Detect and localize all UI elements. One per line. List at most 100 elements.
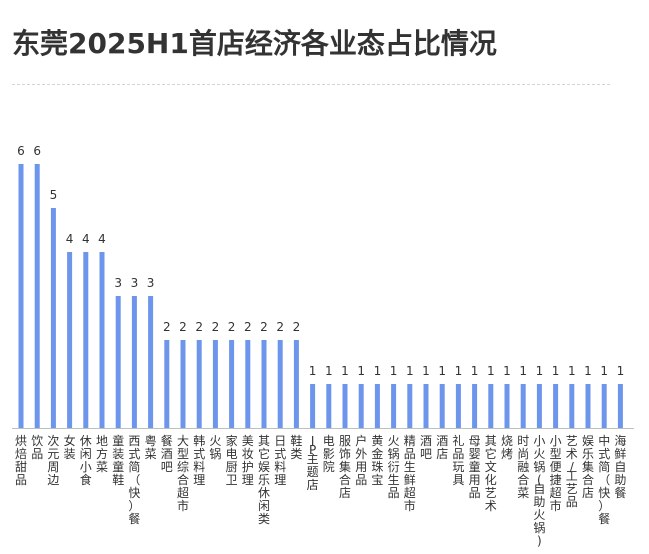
bar: [439, 384, 445, 428]
category-label: 海鲜自助餐: [614, 433, 626, 500]
category-label: 童装童鞋: [112, 433, 124, 487]
bar: [67, 252, 73, 428]
bar: [617, 384, 623, 428]
category-label: 娱乐集合店: [582, 434, 594, 500]
data-label: 2: [293, 320, 301, 334]
data-label: 4: [98, 232, 106, 246]
bar: [277, 340, 283, 428]
data-label: 4: [82, 232, 90, 246]
bar: [520, 384, 526, 428]
category-label: 粤菜: [145, 433, 157, 461]
category-label: 火锅衍生品: [388, 434, 400, 500]
category-label: 小型便捷超市: [550, 434, 562, 513]
category-label: 日式料理: [274, 434, 286, 487]
category-label: 其它文化艺术: [485, 434, 497, 513]
data-label: 1: [552, 364, 560, 378]
bar: [455, 384, 461, 428]
bar: [180, 340, 186, 428]
bar: [536, 384, 542, 428]
data-label: 1: [309, 364, 317, 378]
data-label: 1: [455, 364, 463, 378]
category-label: 饮品: [31, 434, 43, 461]
category-label: 小火锅(自助火锅): [533, 434, 545, 548]
bar: [488, 384, 494, 428]
data-label: 1: [438, 364, 446, 378]
bar: [245, 340, 251, 428]
category-label: 礼品玩具: [452, 433, 464, 487]
data-label: 2: [244, 320, 252, 334]
category-label: 休闲小食: [80, 434, 92, 487]
data-label: 2: [163, 320, 171, 334]
bar: [18, 164, 24, 428]
bar: [342, 384, 348, 428]
bar: [310, 384, 316, 428]
bar: [358, 384, 364, 428]
data-label: 1: [341, 364, 349, 378]
bar: [326, 384, 332, 428]
data-label: 1: [325, 364, 333, 378]
bar: [164, 340, 170, 428]
category-label: 家电厨卫: [226, 433, 238, 487]
category-label: 烧烤: [501, 434, 513, 461]
bar: [374, 384, 380, 428]
bar: [229, 340, 235, 428]
category-label: 女装: [64, 433, 76, 461]
data-label: 1: [568, 364, 576, 378]
category-label: 火锅: [209, 434, 221, 461]
bar: [261, 340, 267, 428]
title-divider: [12, 84, 610, 85]
category-label: 大型综合超市: [177, 434, 189, 513]
bar: [212, 340, 218, 428]
bar: [585, 384, 591, 428]
data-label: 1: [390, 364, 398, 378]
category-label: 户外用品: [355, 433, 367, 487]
data-label: 3: [114, 276, 122, 290]
bar: [83, 252, 89, 428]
category-label: 酒店: [436, 434, 448, 461]
category-label: 黄金珠宝: [371, 434, 383, 487]
data-label: 1: [406, 364, 414, 378]
data-label: 2: [228, 320, 236, 334]
category-label: 电影院: [323, 434, 335, 474]
bar: [423, 384, 429, 428]
category-label: 烘焙甜品: [15, 434, 27, 487]
bar: [131, 296, 137, 428]
data-label: 3: [147, 276, 155, 290]
data-label: 2: [195, 320, 203, 334]
category-label: 精品生鲜超市: [404, 434, 416, 513]
data-label: 6: [17, 144, 25, 158]
data-label: 2: [260, 320, 268, 334]
category-label: 餐酒吧: [161, 433, 173, 474]
category-label: 次元周边: [47, 434, 59, 487]
chart-title: 东莞2025H1首店经济各业态占比情况: [12, 27, 497, 60]
data-label: 1: [600, 364, 608, 378]
data-label: 1: [584, 364, 592, 378]
data-label: 1: [357, 364, 365, 378]
data-label: 3: [131, 276, 139, 290]
data-label: 1: [617, 364, 625, 378]
data-label: 1: [536, 364, 544, 378]
bar: [407, 384, 413, 428]
category-label: 中式简（快）餐: [598, 433, 610, 526]
data-label: 2: [276, 320, 284, 334]
category-label: 时尚融合菜: [517, 434, 529, 500]
category-label: 其它娱乐休闲类: [258, 434, 270, 526]
data-label: 5: [50, 188, 58, 202]
bar: [472, 384, 478, 428]
category-label: 酒吧: [420, 434, 432, 461]
bar: [391, 384, 397, 428]
bar: [50, 208, 56, 428]
category-label: 西式简（快）餐: [128, 434, 140, 526]
data-label: 1: [487, 364, 495, 378]
data-label: 6: [33, 144, 41, 158]
data-label: 1: [471, 364, 479, 378]
category-label: 地方菜: [96, 434, 108, 474]
data-label: 1: [422, 364, 430, 378]
bar: [115, 296, 121, 428]
category-label: 母婴童用品: [469, 434, 481, 500]
bar: [148, 296, 154, 428]
bar: [553, 384, 559, 428]
bar: [196, 340, 202, 428]
